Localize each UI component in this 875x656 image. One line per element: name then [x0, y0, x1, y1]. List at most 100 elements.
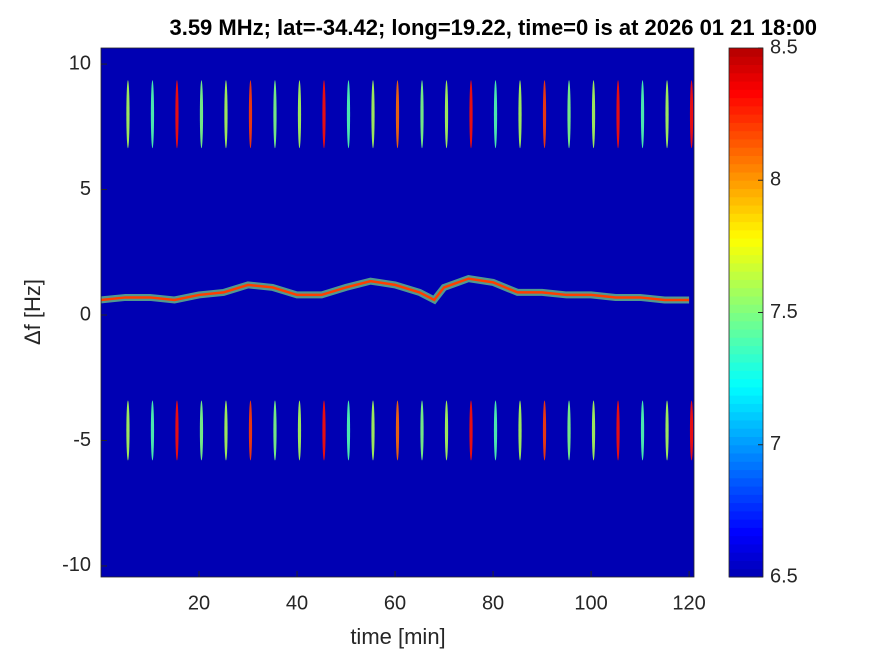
- x-tick-label: 20: [188, 592, 210, 614]
- colorbar-cell: [729, 304, 763, 313]
- colorbar-cell: [729, 486, 763, 495]
- spike: [640, 400, 645, 461]
- spike: [175, 80, 179, 149]
- colorbar-cell: [729, 271, 763, 280]
- colorbar-cell: [729, 246, 763, 256]
- colorbar-cell: [729, 386, 763, 396]
- spike: [689, 80, 694, 149]
- spike: [248, 400, 253, 461]
- colorbar-cell: [729, 502, 763, 512]
- colorbar-cell: [729, 155, 763, 165]
- y-tick-label: 0: [80, 303, 91, 325]
- colorbar-cell: [729, 403, 763, 413]
- colorbar-cell: [729, 477, 763, 487]
- spike: [175, 400, 179, 461]
- colorbar-cell: [729, 105, 763, 115]
- colorbar-cell: [729, 147, 763, 156]
- colorbar-cell: [729, 196, 763, 206]
- colorbar-cell: [729, 552, 763, 561]
- colorbar-cell: [729, 81, 763, 90]
- colorbar-cell: [729, 205, 763, 214]
- colorbar-cell: [729, 295, 763, 305]
- spike: [297, 80, 302, 149]
- x-axis-label: time [min]: [350, 624, 445, 649]
- colorbar-cell: [729, 444, 763, 454]
- spike: [665, 400, 669, 461]
- colorbar-cell: [729, 213, 763, 223]
- y-tick-label: 5: [80, 178, 91, 200]
- colorbar-cell: [729, 519, 763, 528]
- spike: [542, 400, 547, 461]
- colorbar-cell: [729, 72, 763, 82]
- colorbar-cell: [729, 138, 763, 148]
- chart-title: 3.59 MHz; lat=-34.42; long=19.22, time=0…: [169, 15, 817, 40]
- spike: [371, 80, 375, 149]
- colorbar-tick-label: 6.5: [770, 565, 798, 587]
- spike: [665, 80, 669, 149]
- colorbar-cell: [729, 229, 763, 239]
- spike: [542, 80, 547, 149]
- colorbar-cell: [729, 130, 763, 140]
- spike: [518, 400, 522, 461]
- colorbar-cell: [729, 362, 763, 371]
- spike: [248, 80, 253, 149]
- y-tick-label: 10: [69, 52, 91, 74]
- colorbar-tick-label: 8: [770, 169, 781, 191]
- colorbar-cell: [729, 411, 763, 421]
- colorbar-cell: [729, 114, 763, 123]
- colorbar-cell: [729, 163, 763, 173]
- spike: [346, 80, 351, 149]
- colorbar-cell: [729, 560, 763, 570]
- spike: [297, 400, 302, 461]
- spike: [616, 400, 620, 461]
- spike: [469, 400, 473, 461]
- colorbar-cell: [729, 312, 763, 322]
- colorbar-cell: [729, 395, 763, 404]
- spike: [493, 400, 498, 461]
- colorbar-cell: [729, 238, 763, 247]
- colorbar-cell: [729, 337, 763, 347]
- colorbar-cell: [729, 461, 763, 471]
- colorbar-cell: [729, 370, 763, 380]
- y-axis-label: Δf [Hz]: [20, 279, 45, 345]
- spike: [126, 400, 130, 461]
- spike: [420, 80, 424, 149]
- y-tick-label: -10: [62, 554, 91, 576]
- spike: [395, 80, 400, 149]
- colorbar-cell: [729, 469, 763, 479]
- spike: [371, 400, 375, 461]
- spike: [150, 400, 155, 461]
- spike: [567, 80, 571, 149]
- colorbar-cell: [729, 535, 763, 545]
- colorbar-tick-label: 7: [770, 433, 781, 455]
- colorbar-cell: [729, 568, 763, 578]
- spike: [395, 400, 400, 461]
- colorbar-cell: [729, 287, 763, 297]
- colorbar-cell: [729, 378, 763, 388]
- spike: [444, 400, 449, 461]
- colorbar-cell: [729, 262, 763, 272]
- x-tick-label: 60: [384, 592, 406, 614]
- colorbar-cell: [729, 56, 763, 66]
- spike: [199, 80, 204, 149]
- colorbar-cell: [729, 353, 763, 363]
- colorbar-cell: [729, 329, 763, 338]
- colorbar-cell: [729, 436, 763, 446]
- colorbar-cell: [729, 97, 763, 107]
- plot-frame: [100, 47, 695, 578]
- spike: [273, 400, 277, 461]
- colorbar-tick-label: 8.5: [770, 36, 798, 58]
- x-tick-label: 120: [672, 592, 705, 614]
- colorbar-cell: [729, 171, 763, 181]
- colorbar-cell: [729, 543, 763, 553]
- colorbar-cell: [729, 64, 763, 74]
- colorbar-cell: [729, 48, 763, 57]
- spike: [616, 80, 620, 149]
- colorbar-cell: [729, 320, 763, 330]
- spike: [567, 400, 571, 461]
- spike: [640, 80, 645, 149]
- heatmap-marks: [101, 80, 694, 461]
- spike: [591, 80, 596, 149]
